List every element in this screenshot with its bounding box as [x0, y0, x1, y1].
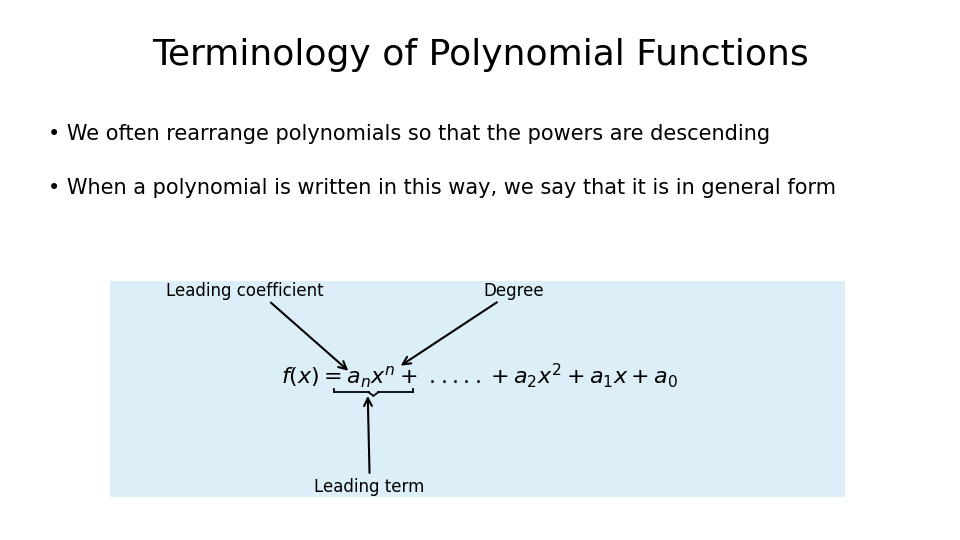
Text: Leading term: Leading term [315, 478, 424, 496]
Text: Degree: Degree [483, 282, 544, 300]
FancyBboxPatch shape [110, 281, 845, 497]
Text: Terminology of Polynomial Functions: Terminology of Polynomial Functions [152, 38, 808, 72]
Text: • When a polynomial is written in this way, we say that it is in general form: • When a polynomial is written in this w… [48, 178, 836, 198]
Text: Leading coefficient: Leading coefficient [166, 282, 324, 300]
Text: $f(x) = a_n x^n + \;..... + a_2 x^2 + a_1 x + a_0$: $f(x) = a_n x^n + \;..... + a_2 x^2 + a_… [281, 361, 679, 390]
Text: • We often rearrange polynomials so that the powers are descending: • We often rearrange polynomials so that… [48, 124, 770, 144]
